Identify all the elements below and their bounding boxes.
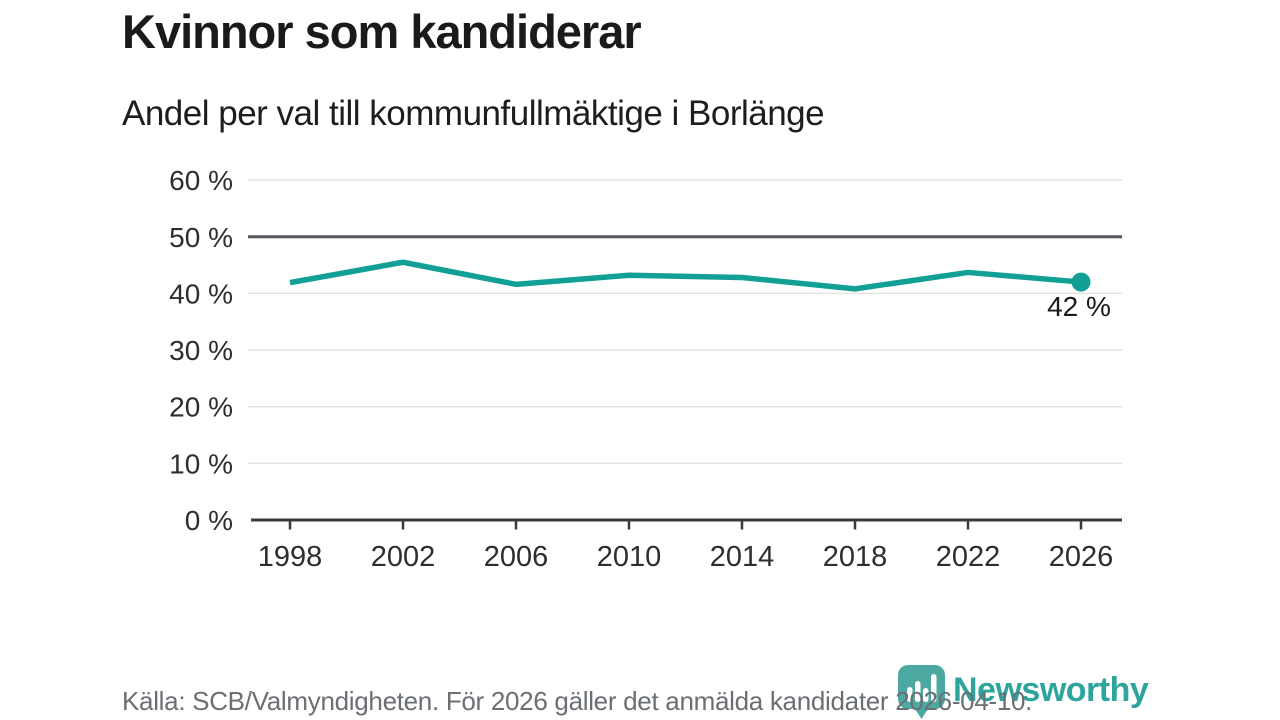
- x-axis-ticks: [288, 520, 1083, 530]
- logo-wordmark: Newsworthy: [953, 671, 1149, 709]
- chart-subtitle: Andel per val till kommunfullmäktige i B…: [122, 94, 825, 133]
- y-tick-label: 0 %: [185, 505, 233, 536]
- x-tick-label: 2026: [1049, 541, 1114, 573]
- last-point-marker: [1071, 272, 1091, 292]
- data-line-series: [289, 259, 1082, 292]
- x-tick-label: 2018: [823, 541, 888, 573]
- logo-bars: [907, 674, 937, 702]
- y-tick-label: 10 %: [169, 448, 233, 479]
- y-tick-label: 40 %: [169, 278, 233, 309]
- y-tick-label: 50 %: [169, 222, 233, 253]
- y-tick-label: 30 %: [169, 335, 233, 366]
- y-tick-label: 20 %: [169, 392, 233, 423]
- newsworthy-pin-barchart-icon: [898, 665, 945, 719]
- y-tick-label: 60 %: [169, 165, 233, 196]
- x-tick-label: 2022: [936, 541, 1001, 573]
- x-axis-labels: 1998 2002 2006 2010 2014 2018 2022 2026: [258, 541, 1114, 573]
- page-title: Kvinnor som kandiderar: [122, 5, 642, 58]
- source-note: Källa: SCB/Valmyndigheten. För 2026 gäll…: [122, 686, 1033, 716]
- last-value-label: 42 %: [1047, 291, 1111, 322]
- line-chart: 0 % 10 % 20 % 30 % 40 % 50 % 60 % 1998 2002 2006…: [169, 165, 1122, 573]
- x-tick-label: 1998: [258, 541, 323, 573]
- gridlines: [248, 179, 1122, 465]
- x-tick-label: 2014: [710, 541, 775, 573]
- y-axis-labels: 0 % 10 % 20 % 30 % 40 % 50 % 60 %: [169, 165, 233, 536]
- newsworthy-logo[interactable]: Newsworthy: [898, 665, 1149, 719]
- x-tick-label: 2010: [597, 541, 662, 573]
- x-tick-label: 2006: [484, 541, 549, 573]
- x-tick-label: 2002: [371, 541, 436, 573]
